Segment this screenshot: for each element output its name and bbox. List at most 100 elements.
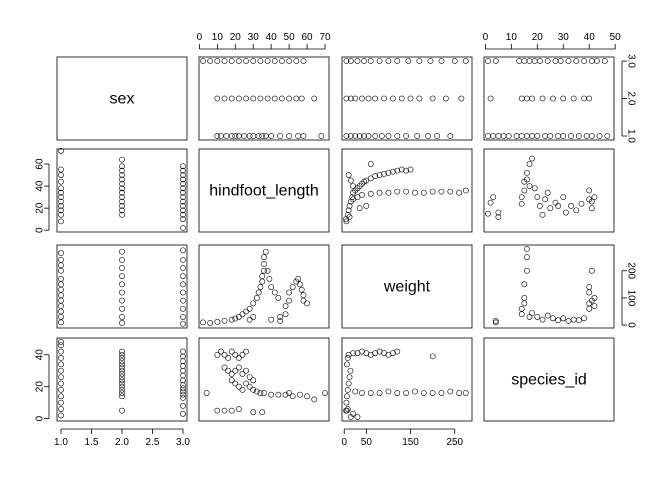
data-point	[119, 167, 125, 174]
data-point	[239, 311, 246, 318]
data-point	[526, 314, 533, 320]
scatter-panel-sex-vs-weight	[56, 244, 188, 329]
data-point	[180, 180, 186, 187]
data-point	[394, 58, 401, 64]
data-point	[311, 95, 318, 102]
data-point	[604, 133, 611, 139]
data-point	[352, 95, 359, 102]
data-point	[58, 361, 64, 368]
data-point	[347, 177, 354, 184]
data-point	[298, 286, 305, 293]
data-point	[214, 407, 221, 414]
data-point	[429, 188, 436, 195]
data-point	[352, 133, 359, 139]
data-point	[485, 210, 491, 217]
data-point	[58, 198, 64, 205]
data-point	[180, 385, 186, 392]
data-point	[232, 351, 239, 358]
tick-label: 20	[35, 381, 46, 393]
data-point	[119, 374, 125, 381]
data-point	[345, 172, 352, 178]
data-point	[58, 303, 64, 309]
data-point	[282, 303, 289, 309]
data-point	[534, 133, 541, 139]
data-point	[180, 353, 186, 360]
data-point	[257, 284, 264, 290]
tick-label: 40	[584, 32, 596, 43]
data-point	[246, 133, 253, 139]
data-point	[250, 409, 257, 416]
data-point	[524, 267, 530, 274]
data-point	[58, 250, 64, 256]
data-point	[354, 350, 361, 357]
data-point	[253, 295, 260, 301]
data-point	[425, 133, 432, 139]
data-point	[505, 133, 512, 139]
tick-label: 250	[446, 437, 463, 448]
data-point	[389, 95, 396, 102]
data-point	[518, 305, 525, 312]
data-point	[279, 95, 285, 102]
data-point	[376, 172, 383, 178]
data-point	[180, 273, 186, 280]
data-point	[214, 58, 221, 64]
data-point	[239, 371, 246, 377]
tick-label: 50	[284, 32, 296, 43]
data-point	[381, 171, 387, 177]
data-point	[347, 58, 354, 64]
data-point	[228, 348, 235, 355]
data-point	[378, 133, 385, 139]
data-point	[119, 211, 125, 218]
data-point	[389, 350, 396, 357]
data-point	[246, 374, 253, 381]
data-point	[119, 163, 125, 170]
data-point	[261, 261, 267, 267]
data-point	[438, 390, 445, 396]
data-point	[235, 364, 242, 371]
data-point	[555, 203, 561, 209]
data-point	[228, 407, 235, 414]
data-point	[279, 58, 285, 64]
data-point	[58, 399, 64, 406]
data-point	[180, 320, 186, 327]
data-point	[180, 203, 186, 209]
data-point	[232, 315, 239, 322]
data-point	[275, 391, 282, 398]
data-point	[356, 133, 363, 139]
data-point	[361, 133, 368, 139]
data-point	[264, 267, 271, 274]
data-point	[235, 383, 242, 390]
data-point	[372, 350, 379, 357]
data-point	[462, 58, 469, 64]
data-point	[343, 133, 350, 139]
data-point	[365, 133, 372, 139]
data-point	[180, 194, 186, 201]
data-point	[180, 207, 186, 214]
data-point	[594, 58, 600, 64]
tick-label: 10	[212, 32, 224, 43]
data-point	[232, 133, 239, 139]
data-point	[345, 351, 352, 358]
data-point	[389, 168, 396, 175]
data-point	[180, 314, 186, 320]
data-point	[235, 95, 242, 102]
data-point	[516, 58, 523, 64]
data-point	[255, 133, 262, 139]
data-point	[588, 267, 595, 274]
data-point	[570, 316, 577, 323]
data-point	[405, 58, 412, 64]
data-point	[58, 166, 64, 173]
scatter-panel-species_id-vs-sex	[483, 56, 615, 141]
data-point	[521, 187, 528, 194]
data-point	[376, 189, 383, 196]
data-point	[296, 281, 303, 288]
tick-label: 20	[230, 32, 242, 43]
data-point	[385, 169, 392, 176]
data-point	[300, 58, 307, 64]
data-point	[524, 95, 530, 102]
data-point	[588, 205, 595, 212]
data-point	[180, 225, 186, 231]
data-point	[246, 383, 253, 390]
data-point	[180, 367, 186, 374]
